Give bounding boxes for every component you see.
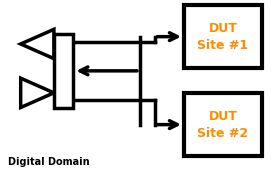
Polygon shape	[21, 29, 54, 59]
Text: DUT
Site #2: DUT Site #2	[197, 110, 249, 140]
Bar	[184, 5, 262, 68]
Text: DUT
Site #1: DUT Site #1	[197, 22, 249, 52]
Bar	[184, 93, 262, 156]
Polygon shape	[21, 78, 54, 107]
Text: Digital Domain: Digital Domain	[8, 157, 89, 167]
Bar	[54, 34, 73, 107]
